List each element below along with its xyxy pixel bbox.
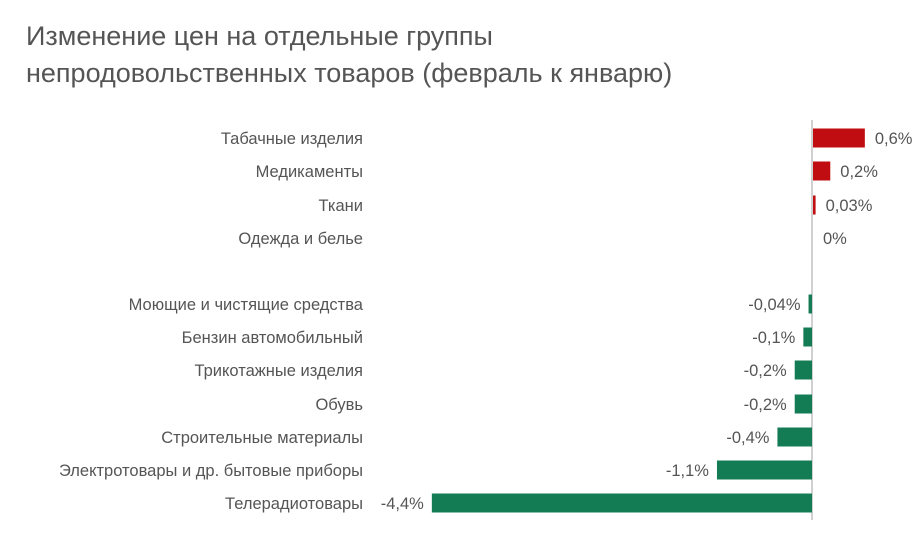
data-label: -0,2% [744,396,787,414]
category-label: Бензин автомобильный [182,329,363,347]
bar [794,394,812,414]
data-label: -4,4% [381,495,424,513]
data-label: 0% [823,230,847,248]
data-label: -0,2% [744,362,787,380]
category-label: Табачные изделия [221,130,363,148]
data-label: -1,1% [666,462,709,480]
chart-title: Изменение цен на отдельные группы непрод… [26,18,672,92]
data-label: -0,4% [726,429,769,447]
bar [777,427,812,447]
category-label: Одежда и белье [238,230,363,248]
bar [803,327,812,347]
bar [813,195,816,215]
data-label: 0,2% [840,163,878,181]
category-label: Трикотажные изделия [194,362,363,380]
bar [431,493,812,513]
bar [794,360,812,380]
category-label: Электротовары и др. бытовые приборы [59,462,363,480]
data-label: 0,03% [826,197,873,215]
category-label: Моющие и чистящие средства [129,296,364,314]
category-label: Телерадиотовары [225,495,363,513]
bar [813,128,865,148]
category-label: Ткани [319,197,363,215]
bar [813,161,831,181]
category-label: Строительные материалы [161,429,363,447]
category-label: Обувь [315,396,363,414]
chart-title-line-2: непродовольственных товаров (февраль к я… [26,58,673,88]
data-label: -0,1% [752,329,795,347]
chart-title-line-1: Изменение цен на отдельные группы [26,21,493,51]
category-label: Медикаменты [256,163,363,181]
data-label: -0,04% [748,296,801,314]
data-label: 0,6% [875,130,913,148]
bar [808,294,812,314]
bar [716,460,812,480]
